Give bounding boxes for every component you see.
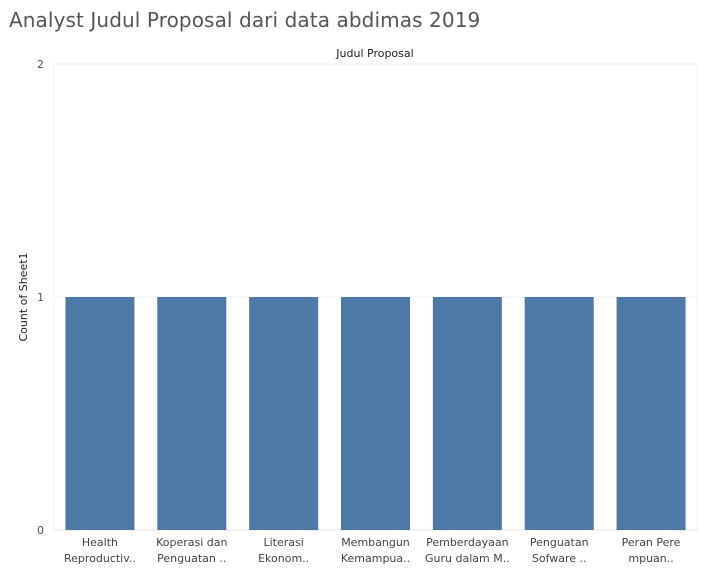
x-tick-label: Literasi: [263, 536, 303, 549]
y-tick-label: 0: [37, 524, 44, 537]
x-tick-label: Kemampua..: [341, 552, 410, 565]
x-tick-label: Penguatan ..: [157, 552, 226, 565]
x-tick-label: Health: [82, 536, 118, 549]
bar: [65, 297, 135, 530]
x-tick-label: Penguatan: [530, 536, 589, 549]
bar: [341, 297, 410, 530]
x-tick-label: Sofware ..: [532, 552, 587, 565]
bar: [616, 297, 686, 530]
y-tick-label: 1: [37, 291, 44, 304]
x-tick-label: mpuan..: [628, 552, 673, 565]
x-tick-label: Ekonom..: [258, 552, 309, 565]
bar: [524, 297, 594, 530]
x-tick-label: Koperasi dan: [156, 536, 227, 549]
bar: [432, 297, 502, 530]
chart-title: Analyst Judul Proposal dari data abdimas…: [9, 8, 481, 32]
bar: [157, 297, 227, 530]
x-tick-label: Guru dalam M..: [425, 552, 510, 565]
x-tick-label: Reproductiv..: [64, 552, 136, 565]
y-axis-title: Count of Sheet1: [17, 252, 30, 341]
y-tick-label: 2: [37, 58, 44, 71]
x-tick-label: Membangun: [341, 536, 410, 549]
bar: [249, 297, 319, 530]
x-tick-label: Pemberdayaan: [426, 536, 509, 549]
x-tick-label: Peran Pere: [622, 536, 681, 549]
column-header: Judul Proposal: [336, 47, 414, 60]
